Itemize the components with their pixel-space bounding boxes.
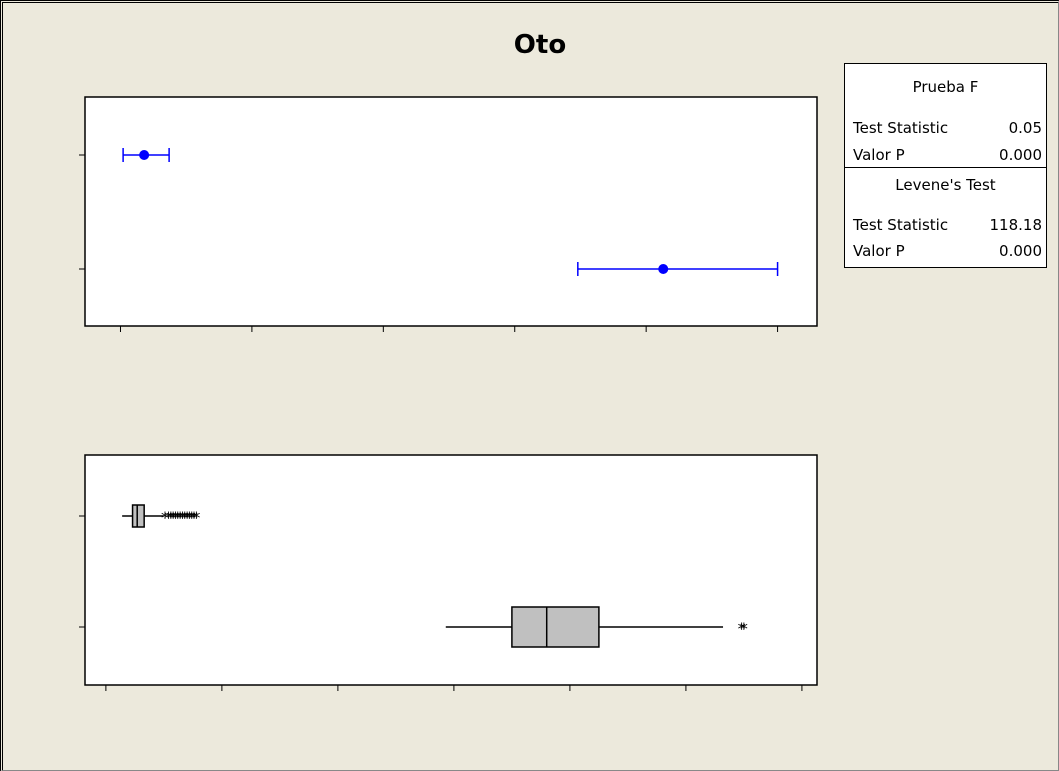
levene-statistic-value: 118.18 bbox=[989, 216, 1043, 234]
stats-divider bbox=[845, 167, 1046, 168]
outlier-marker: * bbox=[171, 508, 179, 527]
interval-plot bbox=[79, 96, 818, 332]
outlier-marker: * bbox=[188, 508, 196, 527]
outlier-marker: * bbox=[174, 508, 182, 527]
outlier-marker: * bbox=[192, 508, 200, 527]
outlier-marker: * bbox=[178, 508, 186, 527]
outlier-marker: * bbox=[167, 508, 175, 527]
outlier-marker: * bbox=[183, 508, 191, 527]
outlier-marker: * bbox=[190, 508, 198, 527]
outlier-marker: * bbox=[169, 508, 177, 527]
outlier-marker: * bbox=[740, 619, 748, 638]
f-test-title: Prueba F bbox=[912, 78, 979, 96]
f-test-p-label: Valor P bbox=[853, 146, 905, 164]
outlier-marker: * bbox=[176, 508, 184, 527]
f-test-statistic-value: 0.05 bbox=[1008, 119, 1042, 137]
interval-estimate-point bbox=[658, 264, 669, 274]
outlier-marker: * bbox=[181, 508, 189, 527]
iqr-box bbox=[511, 606, 600, 648]
chart-title: Oto bbox=[514, 30, 566, 60]
outlier-marker: * bbox=[185, 508, 193, 527]
box-plot: **************** bbox=[79, 454, 818, 691]
levene-test-title: Levene's Test bbox=[895, 176, 996, 194]
test-results-box: Prueba F Test Statistic 0.05 Valor P 0.0… bbox=[844, 63, 1047, 268]
levene-p-value: 0.000 bbox=[999, 242, 1042, 260]
outlier-marker: * bbox=[165, 508, 173, 527]
f-test-p-value: 0.000 bbox=[999, 146, 1042, 164]
f-test-statistic-label: Test Statistic bbox=[853, 119, 949, 137]
plot-area bbox=[84, 454, 818, 686]
plot-area bbox=[84, 96, 818, 327]
levene-statistic-label: Test Statistic bbox=[853, 216, 949, 234]
outlier-marker: * bbox=[161, 508, 169, 527]
outlier-marker: * bbox=[738, 619, 746, 638]
iqr-box bbox=[131, 504, 145, 528]
levene-p-label: Valor P bbox=[853, 242, 905, 260]
interval-estimate-point bbox=[139, 150, 150, 160]
